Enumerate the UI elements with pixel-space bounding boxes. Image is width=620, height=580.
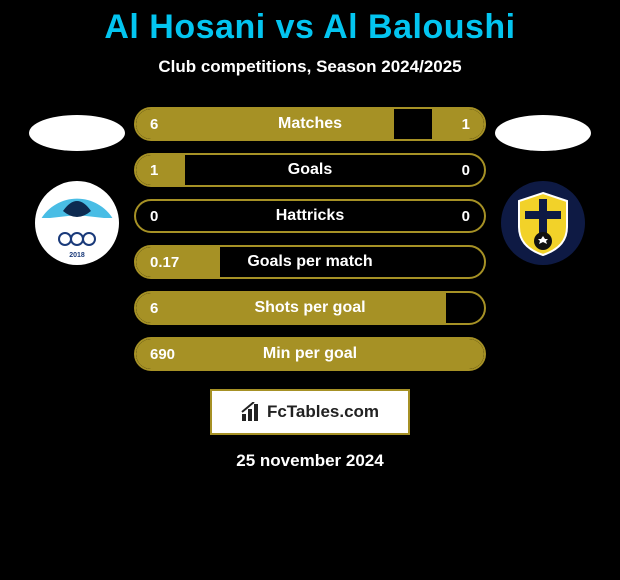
stat-row: 6Shots per goal	[134, 291, 486, 325]
stats-column: 61Matches 10Goals 00Hattricks 0.17Goals per…	[130, 107, 490, 371]
date-label: 25 november 2024	[0, 451, 620, 471]
svg-text:2018: 2018	[69, 252, 85, 259]
stat-label: Goals	[136, 161, 484, 179]
stat-row: 0.17Goals per match	[134, 245, 486, 279]
stat-label: Shots per goal	[136, 299, 484, 317]
stat-label: Matches	[136, 115, 484, 133]
left-club-badge-icon: 2018	[35, 181, 119, 265]
stat-label: Hattricks	[136, 207, 484, 225]
main-row: 2018 61Matches 10Goals 00Hattricks 0.17Goal…	[0, 107, 620, 371]
stat-row: 690Min per goal	[134, 337, 486, 371]
subtitle: Club competitions, Season 2024/2025	[0, 57, 620, 77]
stat-row: 61Matches	[134, 107, 486, 141]
right-player-silhouette-icon	[495, 115, 591, 151]
left-player-silhouette-icon	[29, 115, 125, 151]
stat-label: Goals per match	[136, 253, 484, 271]
right-club-badge-icon	[501, 181, 585, 265]
page-title: Al Hosani vs Al Baloushi	[0, 8, 620, 47]
stat-row: 10Goals	[134, 153, 486, 187]
left-player-column: 2018	[24, 107, 130, 265]
site-logo-text: FcTables.com	[267, 402, 379, 422]
chart-icon	[241, 402, 263, 422]
comparison-card: Al Hosani vs Al Baloushi Club competitio…	[0, 0, 620, 471]
stat-label: Min per goal	[136, 345, 484, 363]
right-player-column	[490, 107, 596, 265]
stat-row: 00Hattricks	[134, 199, 486, 233]
site-logo[interactable]: FcTables.com	[210, 389, 410, 435]
